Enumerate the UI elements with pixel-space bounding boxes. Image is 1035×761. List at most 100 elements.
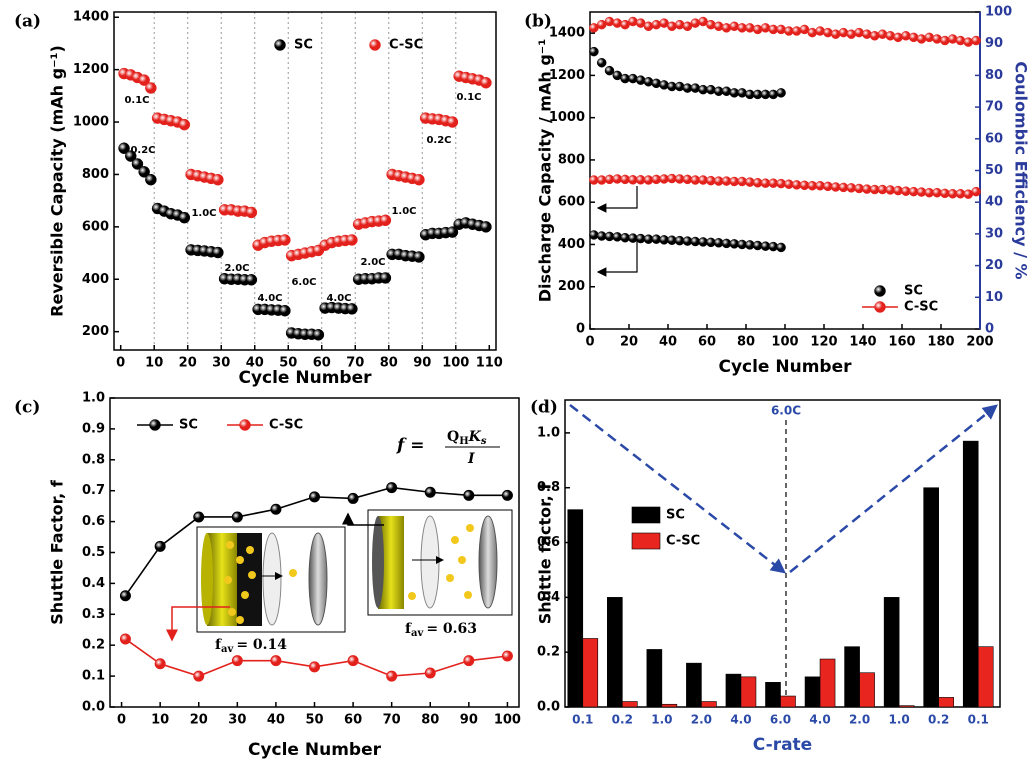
data-point [193,511,205,523]
y-tick-label: 0.1 [82,669,105,684]
y2-tick-label: 40 [985,195,1003,210]
data-point [830,29,841,39]
y-tick-label: 200 [558,279,585,294]
annotation: 4.0C [257,293,282,304]
data-point [877,29,888,39]
legend-label: C-SC [904,300,938,315]
x-tick-label: 40 [246,356,264,371]
legend-label: SC [294,38,313,53]
y2-tick-label: 100 [985,5,1012,20]
data-point [118,142,130,154]
x-tick-label: 60 [313,356,331,371]
annotation: 0.1C [456,92,481,103]
y2-tick-label: 10 [985,290,1003,305]
y-tick-label: 800 [558,152,585,167]
legend-swatch [631,506,661,524]
data-point [612,18,623,28]
x-tick-label: 4.0 [730,713,751,727]
annotation: 1.0C [391,206,416,217]
bar [622,701,638,708]
y2-tick-label: 80 [985,68,1003,83]
num-part: s [481,436,487,447]
data-point [706,19,716,30]
data-point [667,21,677,32]
legend-label: C-SC [389,38,423,53]
y-tick-label: 600 [558,195,585,210]
annotation: 1.0C [191,208,216,219]
legend-marker [239,419,251,431]
data-point [721,86,732,96]
annotation: 2.0C [360,257,385,268]
y2-tick-label: 0 [985,322,994,337]
formula-denominator: I [467,451,475,467]
data-point [131,158,144,170]
data-point [245,206,258,219]
data-point [713,21,724,32]
num-part: K [468,429,482,445]
data-point [932,34,942,44]
data-point [869,31,880,41]
data-point [721,23,732,33]
y-tick-label: 1000 [73,115,109,130]
data-point [885,31,896,41]
data-point [446,116,459,128]
y-tick-label: 0.2 [537,645,560,660]
data-point [212,246,224,259]
x-tick-label: 0.2 [612,713,633,727]
annotation: 4.0C [326,293,351,304]
data-point [737,88,747,98]
y2-tick-label: 60 [985,131,1003,146]
y-tick-label: 1200 [73,62,109,77]
y-tick-label: 0.3 [82,607,105,622]
x-tick-label: 60 [344,713,362,728]
y2-tick-label: 90 [985,36,1003,51]
panel-label: (d) [530,398,558,418]
data-point [690,18,701,28]
data-point [589,46,599,57]
label-part: av [221,644,234,655]
y-tick-label: 0.9 [82,421,105,436]
data-point [589,230,599,240]
data-point [270,503,282,515]
data-point [768,89,779,100]
data-point [379,272,392,284]
bar [977,646,994,708]
formula-numerator: QHKs [447,429,487,447]
data-point [463,489,475,501]
data-point [846,29,857,39]
x-tick-label: 1.0 [651,713,672,727]
data-point [480,221,492,233]
y-tick-label: 1.0 [537,425,560,440]
bar [725,673,742,708]
inset-diagram: fav = 0.63 [342,509,513,639]
x-axis-label: Cycle Number [238,368,372,388]
data-point [231,511,243,523]
bar [567,509,584,708]
data-point [924,32,935,43]
label-part: = 0.63 [426,621,477,637]
y-tick-label: 0.8 [537,480,560,495]
y-tick-label: 400 [82,272,109,287]
data-point [501,650,513,662]
data-point [916,34,927,44]
data-point [628,16,638,27]
y-axis-label: Shuttle factor, f [536,482,555,625]
bar [765,682,781,708]
legend-marker [874,301,886,313]
x-tick-label: 160 [888,335,915,350]
x-tick-label: 2.0 [691,713,712,727]
annotation: 6.0C [291,277,316,288]
data-point [651,78,662,89]
y-tick-label: 1000 [549,110,585,125]
x-tick-label: 0.1 [572,713,593,727]
legend-label: C-SC [269,418,303,433]
y2-tick-label: 30 [985,226,1003,241]
plot-frame [113,11,497,351]
data-point [776,24,786,35]
x-tick-label: 60 [698,335,716,350]
data-point [955,35,966,46]
inset-label: fav = 0.63 [405,621,477,639]
y-tick-label: 0.7 [82,483,105,498]
x-tick-label: 100 [494,713,521,728]
data-point [643,21,654,32]
